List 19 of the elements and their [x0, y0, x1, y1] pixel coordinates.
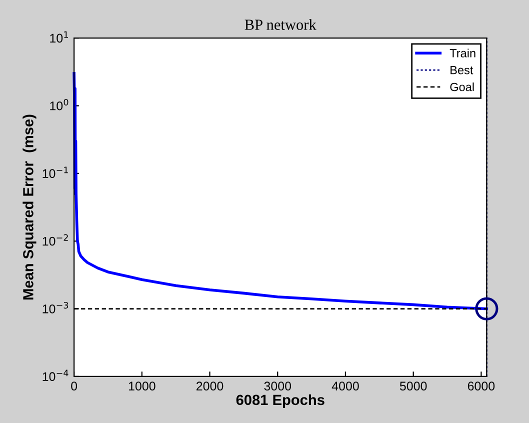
x-axis-title: 6081 Epochs — [236, 394, 324, 408]
legend-label: Best — [450, 66, 474, 74]
x-tick-label: 6000 — [468, 382, 495, 391]
y-tick-label: 10$^{−1}$ — [42, 166, 68, 178]
y-tick-label: 10$^{−4}$ — [42, 370, 68, 382]
legend-label: Train — [450, 48, 476, 58]
y-tick-label: 10$^{0}$ — [50, 98, 68, 110]
y-tick-label: 10$^{1}$ — [50, 31, 68, 43]
legend-label: Goal — [450, 82, 474, 92]
x-tick-label: 1000 — [128, 382, 156, 391]
y-tick-label: 10$^{−3}$ — [42, 302, 68, 314]
x-tick-label: 2000 — [196, 382, 224, 391]
x-tick-label: 4000 — [332, 382, 359, 391]
chart-title: BP network — [244, 19, 316, 30]
y-axis-title: Mean Squared Error (mse) — [22, 114, 36, 300]
y-tick-label: 10$^{−2}$ — [42, 234, 68, 246]
x-tick-label: 3000 — [264, 382, 292, 391]
x-tick-label: 5000 — [400, 382, 427, 391]
x-tick-label: 0 — [71, 382, 78, 391]
